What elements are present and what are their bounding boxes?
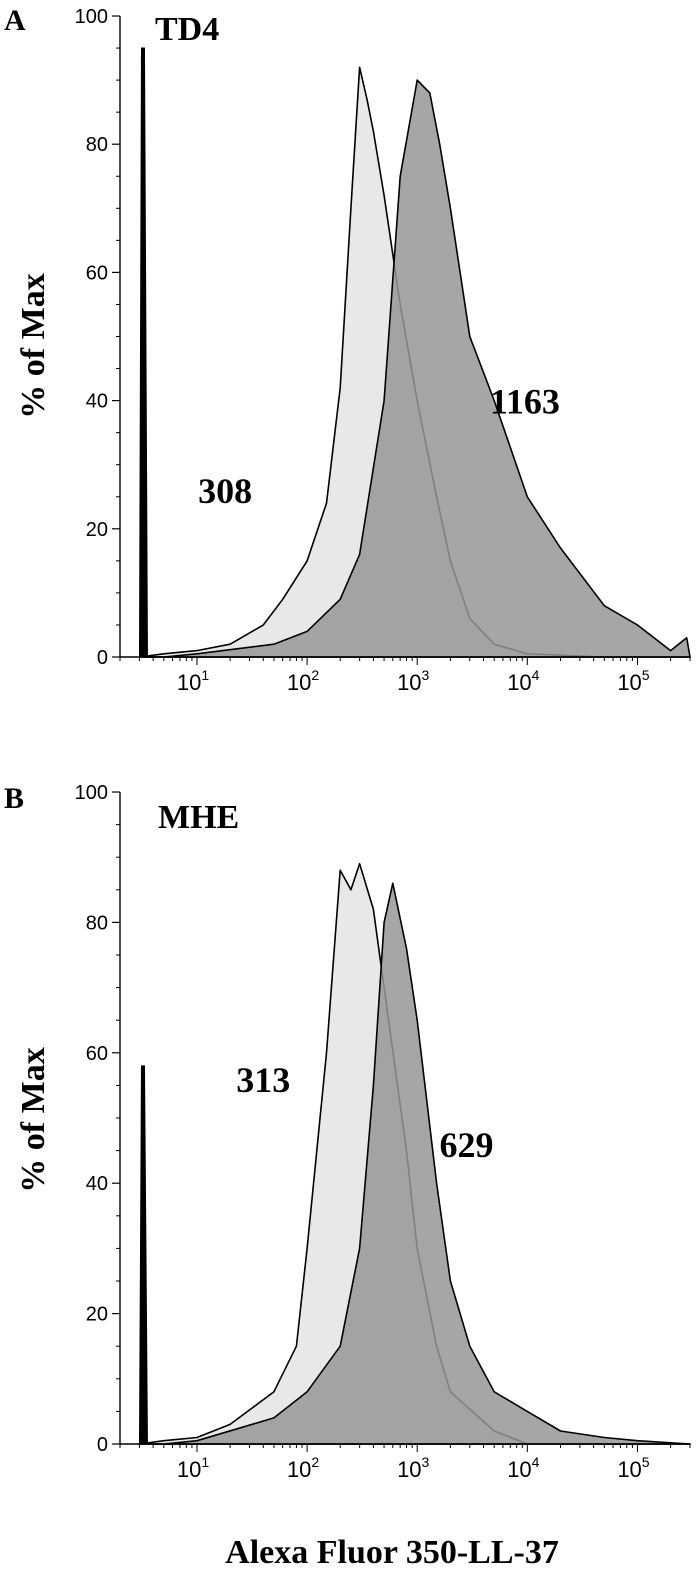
panel-a-y-tick-label: 0	[97, 647, 108, 669]
panel-a-x-tick-label: 104	[507, 667, 539, 695]
panel-b-x-tick-label: 102	[287, 1454, 319, 1482]
panel-b-annotation: 313	[236, 1060, 290, 1100]
panel-b-xlabel: Alexa Fluor 350-LL-37	[225, 1534, 559, 1571]
panel-a-annotation: 308	[198, 471, 252, 511]
panel-b-letter: B	[4, 782, 24, 815]
panel-b-y-tick-label: 100	[75, 782, 108, 804]
panel-a-x-tick-label: 101	[177, 667, 209, 695]
panel-a-y-tick-label: 60	[86, 262, 108, 284]
panel-b-x-tick-label: 103	[397, 1454, 429, 1482]
panel-b: B MHE % of Max Alexa Fluor 350-LL-37 0 20…	[4, 782, 691, 1571]
panel-b-ylabel: % of Max	[15, 1047, 52, 1192]
panel-a-labels: A TD4 % of Max 0 20 40 60 80 100 101 102 103 104 1…	[4, 4, 650, 695]
panel-b-y-tick-label: 40	[86, 1173, 108, 1195]
panel-a-x-tick-label: 102	[287, 667, 319, 695]
panel-a-series	[138, 47, 691, 658]
panel-a-ylabel: % of Max	[15, 273, 52, 418]
panel-a-axes	[112, 15, 691, 665]
panel-a-y-tick-label: 100	[75, 6, 108, 28]
panel-b-annotation: 629	[439, 1125, 493, 1165]
panel-a-x-tick-label: 103	[397, 667, 429, 695]
panel-a-y-tick-label: 20	[86, 519, 108, 541]
panel-b-y-tick-label: 0	[97, 1434, 108, 1456]
panel-a-annotation: 1163	[490, 381, 560, 421]
panel-b-labels: B MHE % of Max Alexa Fluor 350-LL-37 0 20…	[4, 782, 650, 1571]
panel-a-letter: A	[4, 4, 26, 37]
panel-b-histogram-2	[138, 882, 691, 1445]
panel-a-spike	[138, 47, 148, 658]
panel-a-title: TD4	[155, 11, 219, 48]
panel-a-y-tick-label: 80	[86, 134, 108, 156]
panel-a: A TD4 % of Max 0 20 40 60 80 100 101 102 103 104 1…	[4, 4, 691, 695]
panel-b-axes	[112, 791, 691, 1452]
panel-b-x-tick-label: 101	[177, 1454, 209, 1482]
panel-b-y-tick-label: 20	[86, 1304, 108, 1326]
panel-b-y-tick-label: 80	[86, 912, 108, 934]
panel-b-spike	[138, 1065, 148, 1445]
panel-b-title: MHE	[158, 799, 239, 836]
panel-a-x-tick-label: 105	[617, 667, 649, 695]
panel-b-x-tick-label: 105	[617, 1454, 649, 1482]
panel-a-histogram-2	[138, 79, 691, 658]
panel-a-y-tick-label: 40	[86, 391, 108, 413]
panel-b-y-tick-label: 60	[86, 1043, 108, 1065]
panel-b-x-tick-label: 104	[507, 1454, 539, 1482]
panel-b-series	[138, 862, 691, 1445]
